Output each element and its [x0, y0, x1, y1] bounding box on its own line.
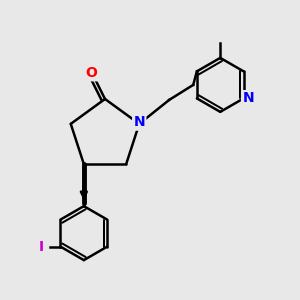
- Text: N: N: [242, 92, 254, 105]
- Text: N: N: [134, 116, 145, 129]
- Text: O: O: [85, 66, 97, 80]
- Text: I: I: [38, 240, 43, 254]
